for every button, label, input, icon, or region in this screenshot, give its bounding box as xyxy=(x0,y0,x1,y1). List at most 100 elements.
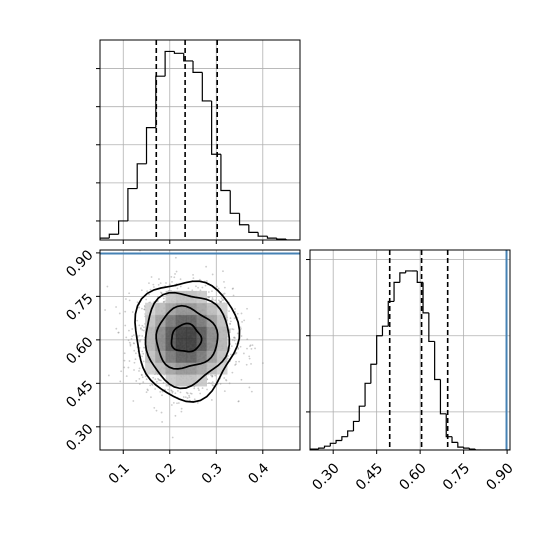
scatter-point xyxy=(232,328,235,331)
scatter-point xyxy=(128,299,131,302)
scatter-point xyxy=(127,339,130,342)
scatter-point xyxy=(143,346,146,349)
scatter-point xyxy=(175,270,178,273)
density-cell xyxy=(196,314,208,328)
scatter-point xyxy=(216,285,218,288)
hist-y-bin xyxy=(451,436,458,443)
scatter-point xyxy=(225,378,227,381)
scatter-point xyxy=(231,328,234,330)
density-cell xyxy=(165,374,177,387)
scatter-point xyxy=(123,366,126,369)
scatter-point xyxy=(147,389,149,392)
scatter-point xyxy=(214,299,217,302)
scatter-point xyxy=(210,399,213,401)
hist-x-frame xyxy=(99,39,301,241)
scatter-point xyxy=(176,287,179,290)
scatter-point xyxy=(141,355,143,358)
joint-ytick-label: 0.90 xyxy=(63,247,96,280)
density-cell xyxy=(145,326,156,339)
density-cell xyxy=(155,338,167,351)
density-cell xyxy=(196,362,208,375)
scatter-point xyxy=(131,311,134,313)
scatter-point xyxy=(160,292,163,295)
scatter-point xyxy=(140,373,143,376)
hist-y-bin xyxy=(399,272,406,283)
scatter-point xyxy=(158,278,160,280)
hist-y-bin xyxy=(376,335,383,365)
scatter-point xyxy=(173,276,176,279)
scatter-point xyxy=(237,400,240,403)
scatter-point xyxy=(249,345,251,348)
scatter-point xyxy=(241,321,243,323)
scatter-point xyxy=(235,352,238,354)
scatter-point xyxy=(134,352,137,355)
scatter-point xyxy=(211,384,214,386)
scatter-point xyxy=(230,345,233,348)
scatter-point xyxy=(223,280,225,283)
scatter-point xyxy=(228,382,231,385)
scatter-point xyxy=(132,400,135,402)
scatter-point xyxy=(223,286,226,289)
scatter-point xyxy=(160,411,163,414)
hist-x-bin xyxy=(285,239,296,240)
scatter-point xyxy=(234,342,237,345)
scatter-point xyxy=(242,352,245,355)
scatter-point xyxy=(251,344,254,347)
scatter-point xyxy=(229,317,232,320)
scatter-point xyxy=(153,407,156,409)
density-cell xyxy=(196,338,208,351)
scatter-point xyxy=(167,388,170,391)
hist-x-bin xyxy=(108,233,119,239)
scatter-point xyxy=(223,377,226,379)
scatter-point xyxy=(150,276,153,278)
hist-y-bin xyxy=(422,282,429,314)
scatter-point xyxy=(142,329,145,332)
scatter-point xyxy=(161,421,164,423)
scatter-point xyxy=(142,360,145,363)
density-cell xyxy=(165,290,177,304)
scatter-point xyxy=(152,376,155,379)
hist-y-bin xyxy=(468,448,476,450)
contour-line-2 xyxy=(155,304,219,370)
scatter-point xyxy=(198,389,200,391)
scatter-point xyxy=(159,391,162,393)
scatter-point xyxy=(136,301,139,304)
scatter-point xyxy=(140,327,142,329)
scatter-point xyxy=(154,388,157,390)
joint-ytick-label: 0.75 xyxy=(63,291,96,324)
scatter-point xyxy=(196,402,199,404)
scatter-point xyxy=(220,297,223,300)
scatter-point xyxy=(143,326,145,329)
scatter-point xyxy=(170,404,173,406)
density-cell xyxy=(145,302,156,316)
scatter-point xyxy=(211,297,214,299)
density-cell xyxy=(186,362,197,375)
density-cell xyxy=(206,302,218,316)
scatter-point xyxy=(170,389,173,392)
scatter-point xyxy=(199,289,202,292)
scatter-point xyxy=(177,389,179,392)
scatter-point xyxy=(162,297,165,300)
scatter-point xyxy=(139,339,142,341)
density-cell xyxy=(175,290,187,304)
hist-y-bin xyxy=(364,382,371,407)
scatter-point xyxy=(138,377,141,380)
scatter-point xyxy=(240,312,243,315)
scatter-point xyxy=(223,292,226,295)
scatter-point xyxy=(144,375,147,378)
scatter-point xyxy=(182,396,185,398)
scatter-point xyxy=(240,327,242,330)
scatter-point xyxy=(129,343,132,346)
hist-y-bin xyxy=(352,420,360,431)
scatter-point xyxy=(128,341,131,344)
scatter-point xyxy=(136,319,139,322)
joint-ytick-label: 0.60 xyxy=(63,334,96,367)
scatter-point xyxy=(228,329,231,332)
density-cell xyxy=(196,350,208,363)
scatter-point xyxy=(179,278,182,281)
scatter-point xyxy=(250,347,253,350)
hist-y-bin xyxy=(323,445,331,449)
scatter-point xyxy=(132,334,135,337)
hist-x-bin xyxy=(276,238,287,240)
scatter-point xyxy=(237,348,240,350)
